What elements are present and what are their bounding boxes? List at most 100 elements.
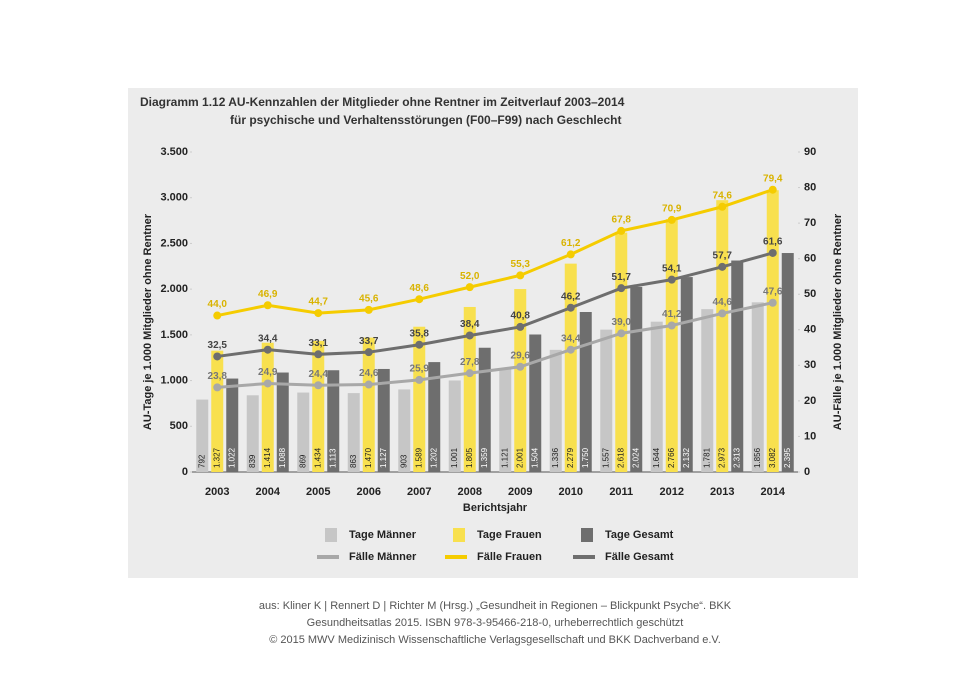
- line-point: [617, 329, 626, 338]
- legend-label: Fälle Gesamt: [605, 551, 674, 563]
- line-point: [263, 301, 272, 310]
- bar: [529, 334, 542, 472]
- x-tick-label: 2006: [357, 486, 381, 498]
- line: [216, 188, 774, 318]
- line-value-label: 25,9: [410, 364, 430, 375]
- bar: [297, 392, 310, 472]
- x-tick-label: 2011: [609, 486, 633, 498]
- y2-tick-label: 10: [804, 430, 816, 442]
- line-point: [364, 348, 373, 357]
- line-value-label: 34,4: [258, 333, 278, 344]
- bar: [766, 190, 779, 472]
- line-value-label: 41,2: [662, 309, 682, 320]
- bar-value-label: 1.022: [227, 447, 236, 468]
- bar-value-label: 2.766: [667, 447, 676, 468]
- line-point: [566, 250, 575, 259]
- legend-swatch: [581, 528, 593, 542]
- bar: [312, 340, 325, 472]
- bar: [701, 309, 714, 472]
- bar-value-label: 1.121: [500, 447, 509, 468]
- bar-value-label: 1.359: [480, 447, 489, 468]
- y2-tick-label: 20: [804, 395, 816, 407]
- bar: [196, 399, 209, 472]
- chart-title: Diagramm 1.12 AU-Kennzahlen der Mitglied…: [140, 95, 625, 109]
- y2-tick-label: 60: [804, 253, 816, 265]
- line-point: [617, 226, 626, 235]
- y2-axis-label: AU-Fälle je 1.000 Mitglieder ohne Rentne…: [832, 213, 844, 430]
- bar-value-label: 1.589: [414, 447, 423, 468]
- line-point: [263, 379, 272, 388]
- bar-value-label: 2.001: [515, 447, 524, 468]
- x-tick-label: 2004: [256, 486, 281, 498]
- line-point: [718, 309, 727, 318]
- line-value-label: 44,6: [713, 297, 733, 308]
- y2-tick-label: 30: [804, 359, 816, 371]
- legend-label: Tage Männer: [349, 529, 417, 541]
- bar-value-label: 1.470: [364, 447, 373, 468]
- line-point: [718, 202, 727, 211]
- bar-value-label: 1.127: [379, 447, 388, 468]
- bar-value-label: 1.434: [313, 447, 322, 468]
- bar-value-label: 1.750: [581, 447, 590, 468]
- line-point: [314, 350, 323, 359]
- line-value-label: 52,0: [460, 271, 480, 282]
- y-tick-label: 1.000: [160, 374, 188, 386]
- bar-value-label: 1.781: [702, 447, 711, 468]
- line-point: [667, 275, 676, 284]
- bar-value-label: 869: [298, 454, 307, 468]
- line-value-label: 61,6: [763, 237, 783, 248]
- y-tick-label: 0: [182, 466, 188, 478]
- bar: [463, 306, 476, 472]
- line-point: [465, 283, 474, 292]
- source: Gesundheitsatlas 2015. ISBN 978-3-95466-…: [307, 617, 684, 629]
- legend-swatch: [453, 528, 465, 542]
- line-value-label: 24,4: [309, 369, 329, 380]
- line-point: [516, 271, 525, 280]
- line-value-label: 61,2: [561, 238, 581, 249]
- bar-value-label: 792: [197, 454, 206, 468]
- x-tick-label: 2005: [306, 486, 330, 498]
- line-point: [213, 383, 222, 392]
- legend-label: Tage Gesamt: [605, 529, 674, 541]
- line-value-label: 54,1: [662, 263, 682, 274]
- line-point: [768, 298, 777, 307]
- bar: [499, 369, 512, 472]
- bar-value-label: 2.024: [631, 447, 640, 468]
- line-point: [364, 380, 373, 389]
- bar-value-label: 2.132: [682, 447, 691, 468]
- line: [217, 251, 774, 358]
- line-value-label: 70,9: [662, 204, 682, 215]
- bar: [362, 337, 375, 472]
- bar-value-label: 1.414: [263, 447, 272, 468]
- y2-tick-label: 90: [804, 146, 816, 158]
- bar-value-label: 2.973: [717, 447, 726, 468]
- line-point: [667, 321, 676, 330]
- x-tick-label: 2008: [458, 486, 482, 498]
- source: © 2015 MWV Medizinisch Wissenschaftliche…: [269, 634, 721, 646]
- line-point: [566, 303, 575, 312]
- line-value-label: 79,4: [763, 173, 783, 184]
- bar: [716, 200, 729, 472]
- y-tick-label: 500: [170, 420, 188, 432]
- line-value-label: 74,6: [713, 190, 733, 201]
- bar-value-label: 2.618: [616, 447, 625, 468]
- bar-value-label: 1.644: [652, 447, 661, 468]
- line-value-label: 27,8: [460, 357, 480, 368]
- bar: [377, 368, 390, 472]
- y2-tick-label: 40: [804, 324, 816, 336]
- line-value-label: 57,7: [713, 250, 733, 261]
- bar-value-label: 1.202: [429, 447, 438, 468]
- bar-value-label: 2.279: [566, 447, 575, 468]
- bar-value-label: 1.336: [551, 447, 560, 468]
- line-value-label: 34,4: [561, 333, 581, 344]
- bar-value-label: 1.088: [278, 447, 287, 468]
- line-point: [768, 185, 777, 194]
- bar: [514, 289, 527, 472]
- line-value-label: 55,3: [511, 259, 531, 270]
- x-tick-label: 2003: [205, 486, 229, 498]
- bar: [564, 263, 577, 472]
- bar-value-label: 2.395: [783, 447, 792, 468]
- bar-value-label: 1.557: [601, 447, 610, 468]
- bar: [398, 389, 411, 472]
